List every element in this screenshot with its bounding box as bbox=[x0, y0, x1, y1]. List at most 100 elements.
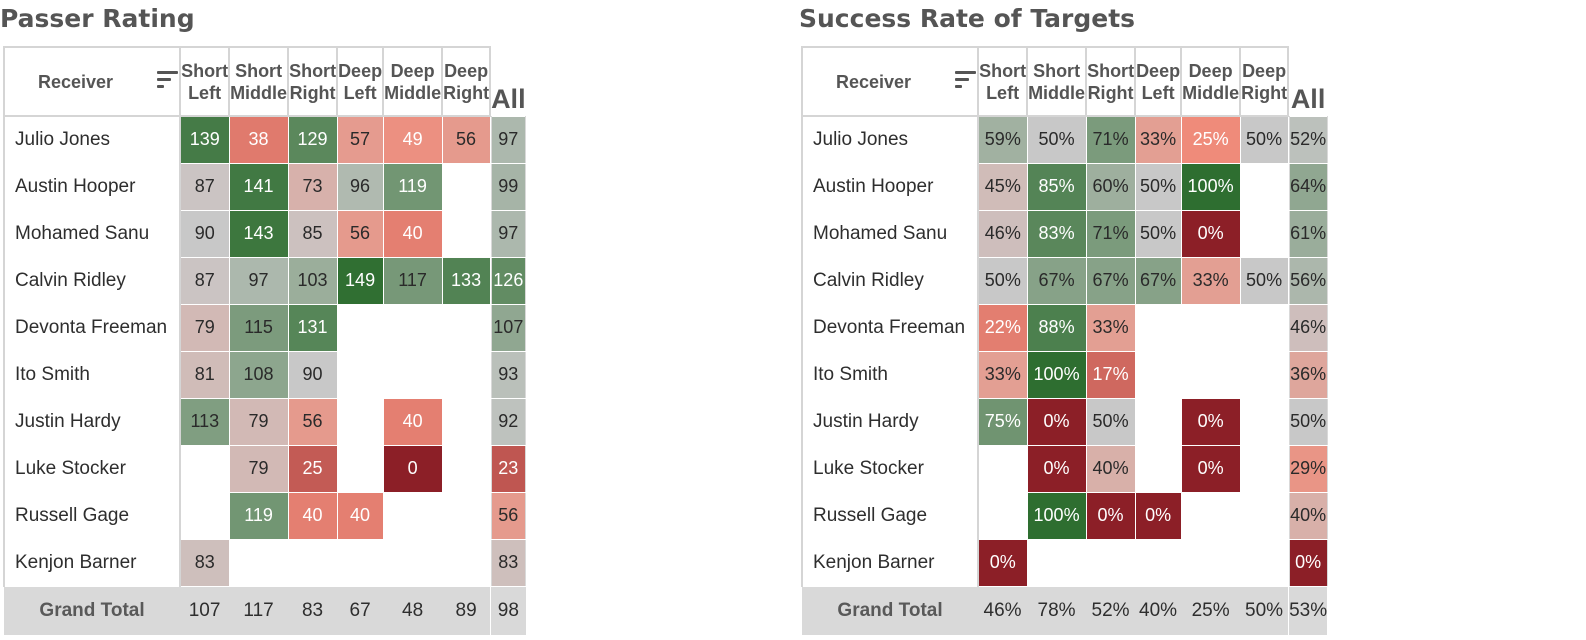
receiver-name: Kenjon Barner bbox=[800, 538, 980, 587]
grand-total-cell: 117 bbox=[229, 586, 289, 635]
receiver-header-wrap: Receiver bbox=[804, 49, 977, 114]
receiver-name: Devonta Freeman bbox=[800, 303, 980, 352]
heat-cell bbox=[1239, 162, 1289, 211]
heat-cell: 40 bbox=[336, 491, 384, 540]
column-header-short-right[interactable]: Short Right bbox=[287, 46, 339, 117]
heat-cell: 0% bbox=[977, 538, 1028, 587]
heat-cell: 50% bbox=[1085, 397, 1136, 446]
heat-cell bbox=[382, 538, 443, 587]
heat-cell: 40 bbox=[382, 209, 443, 258]
heat-cell bbox=[1239, 350, 1289, 399]
all-cell: 107 bbox=[490, 303, 527, 352]
sort-icon[interactable] bbox=[157, 70, 179, 93]
receiver-name: Justin Hardy bbox=[800, 397, 980, 446]
heat-cell bbox=[441, 444, 491, 493]
column-gap bbox=[490, 539, 492, 586]
column-header-line2: Middle bbox=[1182, 82, 1240, 103]
table-row: Mohamed Sanu 46% 83% 71% 50% 0% 61% bbox=[800, 209, 1328, 258]
column-header-line2: Right bbox=[289, 82, 336, 103]
heat-cell bbox=[1239, 209, 1289, 258]
column-header-line1: Deep bbox=[1136, 60, 1181, 81]
all-cell: 64% bbox=[1288, 162, 1328, 211]
table-row: Calvin Ridley 87 97 103 149 117 133 126 bbox=[2, 256, 527, 305]
column-header-deep-right[interactable]: Deep Right bbox=[441, 46, 492, 117]
heat-cell: 83% bbox=[1026, 209, 1087, 258]
heat-cell: 100% bbox=[1180, 162, 1241, 211]
column-header-short-middle[interactable]: Short Middle bbox=[228, 46, 290, 117]
grand-total-label: Grand Total bbox=[4, 586, 181, 635]
column-gap bbox=[490, 304, 492, 351]
all-cell: 40% bbox=[1288, 491, 1328, 540]
heat-cell: 25 bbox=[287, 444, 338, 493]
table-row: Devonta Freeman 22% 88% 33% 46% bbox=[800, 303, 1328, 352]
column-header-deep-middle[interactable]: Deep Middle bbox=[1180, 46, 1242, 117]
grand-total-cell: 83 bbox=[288, 586, 338, 635]
column-header-short-middle[interactable]: Short Middle bbox=[1026, 46, 1088, 117]
heat-cell bbox=[1239, 303, 1289, 352]
heat-cell: 0% bbox=[1085, 491, 1136, 540]
column-header-deep-right[interactable]: Deep Right bbox=[1239, 46, 1290, 117]
column-gap bbox=[1288, 586, 1290, 635]
table-row: Justin Hardy 75% 0% 50% 0% 50% bbox=[800, 397, 1328, 446]
heat-cell: 50% bbox=[1239, 115, 1289, 164]
column-header-line2: Left bbox=[986, 82, 1020, 103]
column-gap bbox=[490, 116, 492, 163]
column-gap bbox=[490, 492, 492, 539]
column-header-line1: Short bbox=[979, 60, 1027, 81]
heat-cell bbox=[441, 209, 491, 258]
heat-cell bbox=[441, 538, 491, 587]
all-cell: 52% bbox=[1288, 115, 1328, 164]
table-row: Austin Hooper 45% 85% 60% 50% 100% 64% bbox=[800, 162, 1328, 211]
receiver-name: Calvin Ridley bbox=[800, 256, 980, 305]
heat-cell bbox=[1134, 350, 1182, 399]
all-cell: 126 bbox=[490, 256, 527, 305]
receiver-name: Calvin Ridley bbox=[2, 256, 182, 305]
heat-cell bbox=[977, 491, 1028, 540]
column-header-line1: Short bbox=[289, 60, 337, 81]
all-cell: 0% bbox=[1288, 538, 1328, 587]
all-cell: 29% bbox=[1288, 444, 1328, 493]
column-header-short-right[interactable]: Short Right bbox=[1085, 46, 1137, 117]
heat-cell: 71% bbox=[1085, 115, 1136, 164]
receiver-column-header[interactable]: Receiver bbox=[800, 46, 980, 117]
heat-cell bbox=[336, 538, 384, 587]
heat-cell bbox=[1134, 303, 1182, 352]
column-gap bbox=[490, 47, 492, 116]
receiver-name: Ito Smith bbox=[800, 350, 980, 399]
receiver-header-label: Receiver bbox=[836, 71, 912, 92]
grand-total-row: Grand Total 107 117 83 67 48 89 98 bbox=[4, 586, 526, 635]
table-row: Julio Jones 139 38 129 57 49 56 97 bbox=[2, 115, 527, 164]
grand-total-cell: 50% bbox=[1240, 586, 1289, 635]
grand-total-all-cell: 98 bbox=[491, 586, 526, 635]
column-header-deep-left[interactable]: Deep Left bbox=[336, 46, 385, 117]
receiver-name: Devonta Freeman bbox=[2, 303, 182, 352]
sort-icon[interactable] bbox=[955, 70, 977, 93]
receiver-name: Ito Smith bbox=[2, 350, 182, 399]
heat-cell: 149 bbox=[336, 256, 384, 305]
column-header-deep-middle[interactable]: Deep Middle bbox=[382, 46, 444, 117]
column-gap bbox=[490, 351, 492, 398]
table-row: Mohamed Sanu 90 143 85 56 40 97 bbox=[2, 209, 527, 258]
column-gap bbox=[490, 257, 492, 304]
heat-cell bbox=[441, 350, 491, 399]
heat-cell bbox=[382, 350, 443, 399]
heat-cell: 0% bbox=[1134, 491, 1182, 540]
grand-total-cell: 46% bbox=[978, 586, 1028, 635]
table-row: Devonta Freeman 79 115 131 107 bbox=[2, 303, 527, 352]
receiver-column-header[interactable]: Receiver bbox=[2, 46, 182, 117]
heat-cell bbox=[336, 397, 384, 446]
column-header-deep-left[interactable]: Deep Left bbox=[1134, 46, 1183, 117]
all-cell: 23 bbox=[490, 444, 527, 493]
heat-cell: 17% bbox=[1085, 350, 1136, 399]
heat-cell bbox=[1180, 350, 1241, 399]
heat-cell: 103 bbox=[287, 256, 338, 305]
grand-total-cell: 52% bbox=[1086, 586, 1136, 635]
heat-cell: 71% bbox=[1085, 209, 1136, 258]
heat-cell: 0 bbox=[382, 444, 443, 493]
heat-cell bbox=[1026, 538, 1087, 587]
heat-cell bbox=[1134, 397, 1182, 446]
column-header-line2: Left bbox=[343, 82, 377, 103]
column-header-short-left[interactable]: Short Left bbox=[179, 46, 231, 117]
table-row: Ito Smith 33% 100% 17% 36% bbox=[800, 350, 1328, 399]
column-header-short-left[interactable]: Short Left bbox=[977, 46, 1029, 117]
